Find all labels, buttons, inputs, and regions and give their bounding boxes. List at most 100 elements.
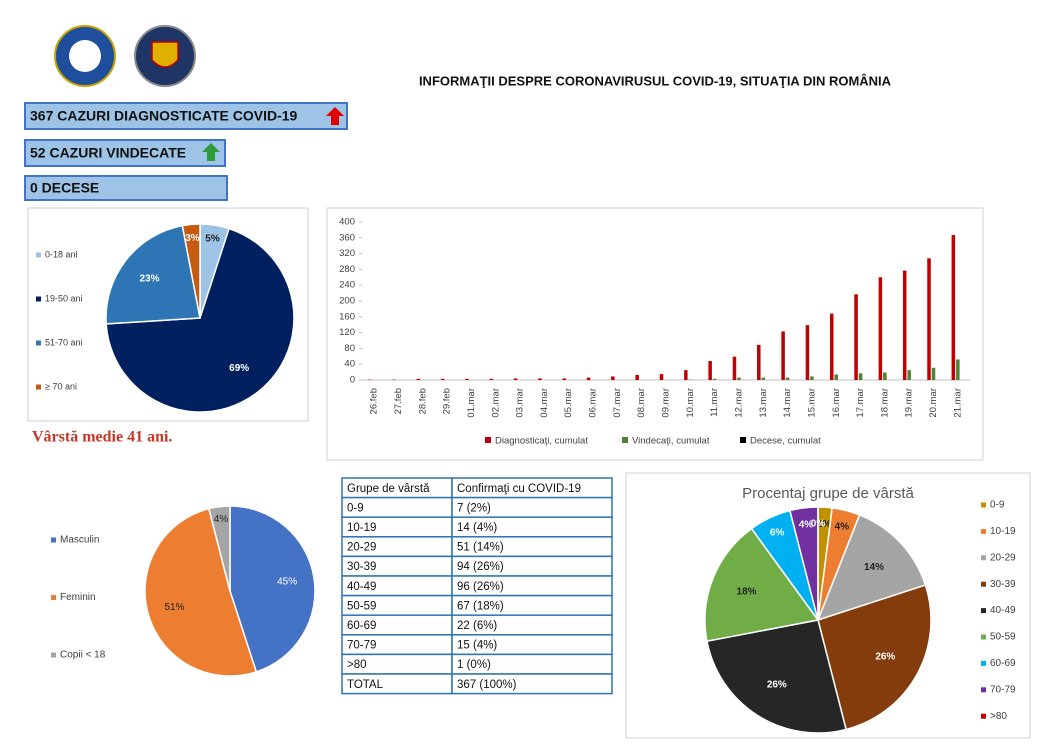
legend-label: Masculin <box>60 535 99 546</box>
bar <box>586 377 591 380</box>
stat-box <box>24 175 228 201</box>
legend-label: 20-29 <box>990 552 1016 563</box>
table-text: Grupe de vârstă <box>347 483 430 495</box>
x-tick-label: 05.mar <box>563 388 574 418</box>
legend-marker <box>485 437 491 443</box>
stat-box <box>24 139 226 167</box>
legend-marker <box>51 537 56 543</box>
x-tick-label: 07.mar <box>612 388 623 418</box>
table-text: TOTAL <box>347 679 384 691</box>
bar <box>732 356 737 380</box>
table-text: 30-39 <box>347 561 376 573</box>
y-tick-label: 240 <box>339 280 355 291</box>
pie-slice <box>704 527 820 643</box>
x-tick-label: 13.mar <box>758 388 769 418</box>
x-tick-label: 02.mar <box>490 388 501 418</box>
legend-marker <box>981 528 986 534</box>
table-cell <box>451 673 613 695</box>
panel <box>326 207 984 461</box>
legend-label: Decese, cumulat <box>750 436 821 447</box>
logo-inner <box>69 40 101 72</box>
table-text: 15 (4%) <box>457 640 497 652</box>
bar <box>829 313 834 380</box>
pie-slice <box>105 224 201 325</box>
legend-label: 30-39 <box>990 579 1016 590</box>
pie-slice <box>229 505 316 673</box>
table-text: 40-49 <box>347 581 376 593</box>
x-tick-label: 14.mar <box>782 388 793 418</box>
legend-marker <box>981 502 986 508</box>
legend-label: Feminin <box>60 592 96 603</box>
table-text: 60-69 <box>347 620 376 632</box>
legend-label: 10-19 <box>990 526 1016 537</box>
y-tick-label: 120 <box>339 327 355 338</box>
slice-label: 69% <box>229 363 249 374</box>
slice-label: 2% <box>817 519 832 530</box>
legend-marker <box>36 340 41 346</box>
pie-slice <box>207 505 231 592</box>
bar <box>757 344 761 380</box>
table-text: 67 (18%) <box>457 600 504 612</box>
y-tick-label: 320 <box>339 248 355 259</box>
table-text: 70-79 <box>347 640 376 652</box>
legend-marker <box>622 437 628 443</box>
legend-marker <box>981 660 986 666</box>
bar <box>538 378 542 380</box>
x-tick-label: 20.mar <box>928 388 939 418</box>
slice-label: 5% <box>205 234 220 245</box>
y-tick-label: 280 <box>339 264 355 275</box>
legend-label: 0-9 <box>990 500 1005 511</box>
bar <box>956 359 960 380</box>
legend-marker <box>51 652 56 658</box>
bar <box>781 331 785 380</box>
legend-marker <box>36 384 41 390</box>
bar <box>854 294 858 380</box>
x-tick-label: 08.mar <box>636 388 647 418</box>
legend-label: 60-69 <box>990 658 1016 669</box>
x-tick-label: 19.mar <box>904 388 915 418</box>
x-tick-label: 27.feb <box>393 388 404 414</box>
bar <box>465 378 469 380</box>
stat-text: 52 CAZURI VINDECATE <box>30 145 186 161</box>
slice-label: 4% <box>799 519 814 530</box>
legend-label: 40-49 <box>990 605 1016 616</box>
x-tick-label: 15.mar <box>806 388 817 418</box>
arrow-up-red <box>326 107 344 125</box>
legend-marker <box>740 437 746 443</box>
table-text: 96 (26%) <box>457 581 504 593</box>
legend-marker <box>981 581 986 587</box>
x-tick-label: 17.mar <box>855 388 866 418</box>
x-tick-label: 18.mar <box>879 388 890 418</box>
y-tick-label: 200 <box>339 296 355 307</box>
table-text: 0-9 <box>347 502 364 514</box>
y-tick-label: 160 <box>339 311 355 322</box>
y-tick-label: 400 <box>339 217 355 228</box>
x-tick-label: 11.mar <box>709 388 720 417</box>
pie-slice <box>181 223 201 319</box>
x-tick-label: 10.mar <box>685 388 696 418</box>
bar <box>611 376 615 380</box>
bar <box>927 258 931 380</box>
table: Grupe de vârstă Confirmaţi cu COVID-19 0-9… <box>341 477 613 695</box>
logo-shield <box>151 41 179 68</box>
legend-label: 51-70 ani <box>45 337 83 347</box>
legend-marker <box>51 595 56 600</box>
y-tick-label: 360 <box>339 232 355 243</box>
x-tick-label: 03.mar <box>515 388 526 418</box>
bar <box>712 378 717 380</box>
pie-slice <box>817 584 932 731</box>
legend-label: 19-50 ani <box>45 293 83 303</box>
table-text: >80 <box>347 659 367 671</box>
x-tick-label: 29.feb <box>442 388 453 414</box>
legend-label: Vindecaţi, cumulat <box>632 436 710 447</box>
x-tick-label: 21.mar <box>952 388 963 418</box>
legend-label: 0-18 ani <box>45 249 78 259</box>
bar <box>902 270 907 380</box>
bar <box>785 377 790 380</box>
bar <box>834 374 838 380</box>
y-tick-label: 0 <box>350 375 355 386</box>
bar <box>951 235 956 380</box>
bar <box>931 367 936 380</box>
legend-marker <box>36 252 41 258</box>
table-text: 94 (26%) <box>457 561 504 573</box>
